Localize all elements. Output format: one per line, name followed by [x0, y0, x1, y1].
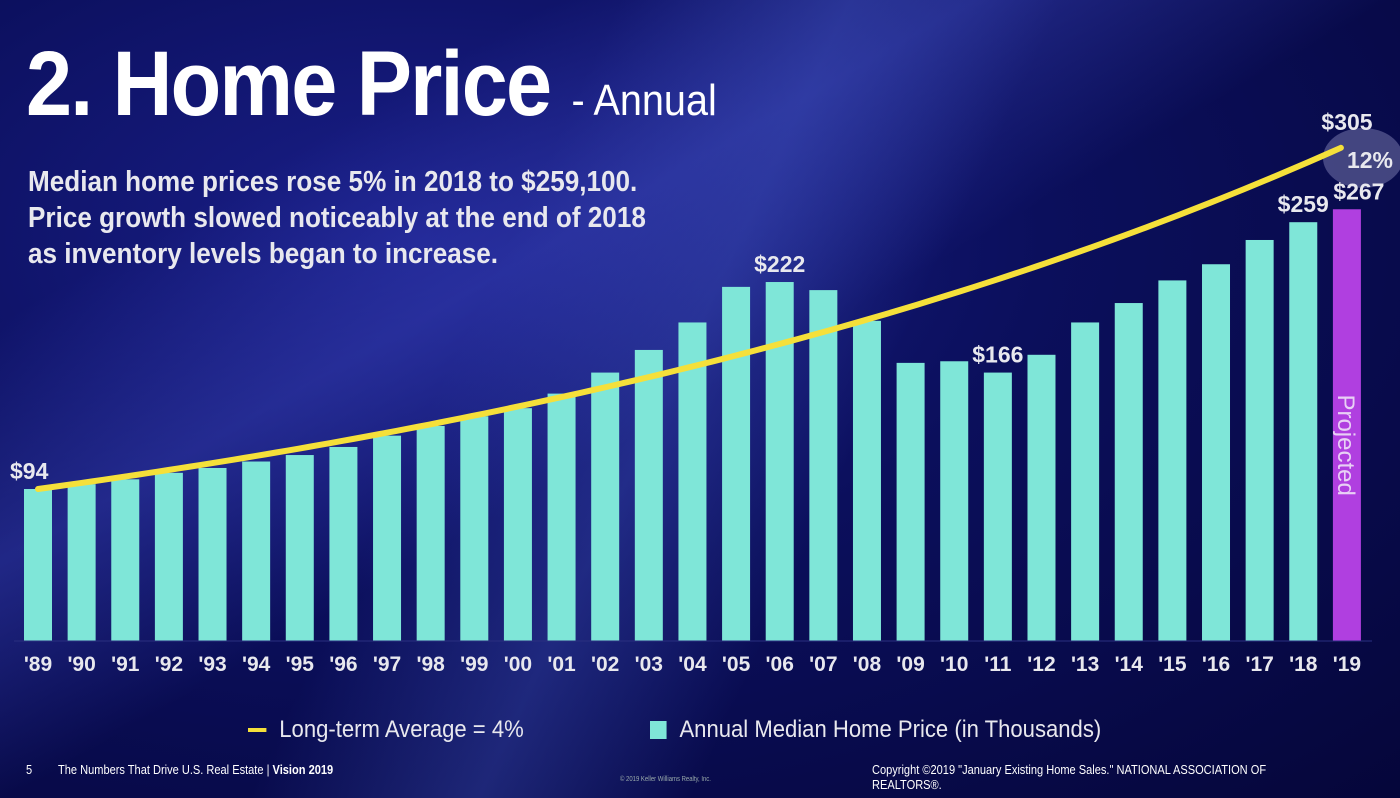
bar [634, 349, 663, 641]
legend-bar: Annual Median Home Price (in Thousands) [650, 716, 1101, 744]
projected-bar [1332, 209, 1361, 642]
x-tick-label: '08 [853, 653, 882, 676]
legend-line-label: Long-term Average = 4% [279, 716, 524, 743]
legend-bar-swatch [650, 721, 667, 739]
footer-right: Copyright ©2019 "January Existing Home S… [872, 762, 1267, 792]
trend-end-label: $305 [1321, 109, 1372, 135]
x-tick-label: '95 [286, 653, 315, 676]
footer-left: The Numbers That Drive U.S. Real Estate … [58, 762, 333, 777]
x-tick-label: '00 [504, 653, 532, 676]
x-tick-label: '93 [198, 653, 226, 676]
bar [154, 472, 183, 641]
bar [678, 322, 707, 641]
data-label: $222 [754, 251, 805, 277]
bar [852, 320, 881, 641]
bar [896, 362, 925, 641]
bar [416, 425, 445, 641]
bar [285, 455, 314, 641]
bar [1289, 222, 1318, 641]
x-tick-label: '94 [242, 653, 271, 676]
footer-left-text: The Numbers That Drive U.S. Real Estate … [58, 762, 273, 777]
x-tick-label: '01 [547, 653, 576, 676]
data-label: $166 [972, 342, 1023, 368]
bar [1202, 264, 1231, 641]
x-tick-label: '13 [1071, 653, 1099, 676]
footer-center: © 2019 Keller Williams Realty, Inc. [620, 776, 711, 783]
bar [373, 435, 402, 641]
description-line: as inventory levels began to increase. [28, 238, 499, 270]
x-tick-label: '11 [984, 653, 1012, 676]
data-label: $259 [1278, 191, 1329, 217]
projected-label: Projected [1332, 394, 1359, 495]
x-tick-label: '91 [111, 653, 140, 676]
bar [67, 484, 96, 641]
x-tick-label: '16 [1202, 653, 1230, 676]
bar [809, 290, 838, 641]
bar [111, 479, 140, 641]
bar [460, 416, 489, 641]
bar [1071, 322, 1100, 641]
bar [1114, 303, 1143, 641]
x-tick-label: '15 [1158, 653, 1187, 676]
bar [503, 408, 532, 641]
x-tick-label: '92 [155, 653, 183, 676]
bar [1245, 239, 1274, 641]
growth-badge-bg [1323, 128, 1400, 188]
x-tick-label: '96 [329, 653, 357, 676]
bar [547, 393, 576, 641]
bar-chart: '89 '90 '91 '92 '93 '94 '95 '96 '97 '98 '99 '00 '01 '… [10, 109, 1400, 676]
bar [765, 282, 794, 641]
bar [1027, 354, 1056, 641]
growth-badge: 12% [1347, 147, 1393, 173]
x-tick-label: '06 [766, 653, 794, 676]
bar [329, 446, 358, 641]
x-tick-label: '04 [678, 653, 707, 676]
footer-left-bold: Vision 2019 [272, 762, 334, 777]
x-tick-label: '17 [1245, 653, 1273, 676]
title-sub: - Annual [571, 76, 717, 125]
x-tick-label: '05 [722, 653, 751, 676]
x-tick-label: '19 [1333, 653, 1361, 676]
x-tick-label: '12 [1027, 653, 1055, 676]
description-line: Price growth slowed noticeably at the en… [28, 202, 646, 234]
page-number: 5 [26, 762, 33, 777]
bar [198, 467, 227, 641]
trend-line [35, 144, 1344, 493]
page-title: 2. Home Price - Annual [26, 38, 717, 130]
x-tick-label: '18 [1289, 653, 1318, 676]
x-tick-label: '07 [809, 653, 837, 676]
legend-bar-label: Annual Median Home Price (in Thousands) [679, 716, 1102, 743]
bar [24, 489, 52, 641]
x-tick-label: '98 [416, 653, 445, 676]
data-label: $267 [1333, 178, 1384, 204]
bar [983, 372, 1012, 641]
x-tick-label: '09 [896, 653, 924, 676]
x-tick-label: '97 [373, 653, 401, 676]
x-tick-label: '89 [24, 653, 52, 676]
description-line: Median home prices rose 5% in 2018 to $2… [28, 166, 638, 198]
x-tick-label: '90 [67, 653, 95, 676]
legend-line: Long-term Average = 4% [248, 716, 524, 744]
bar [722, 286, 751, 641]
legend-line-swatch [248, 728, 267, 732]
bar [591, 372, 620, 641]
bar [242, 461, 271, 641]
data-label: $94 [10, 458, 49, 484]
x-tick-label: '03 [635, 653, 663, 676]
description: Median home prices rose 5% in 2018 to $2… [28, 164, 730, 272]
x-tick-label: '10 [940, 653, 968, 676]
x-tick-label: '02 [591, 653, 619, 676]
bar [940, 361, 969, 641]
x-tick-label: '99 [460, 653, 488, 676]
bar [1158, 280, 1187, 641]
x-tick-label: '14 [1115, 653, 1144, 676]
title-main: 2. Home Price [26, 33, 552, 135]
